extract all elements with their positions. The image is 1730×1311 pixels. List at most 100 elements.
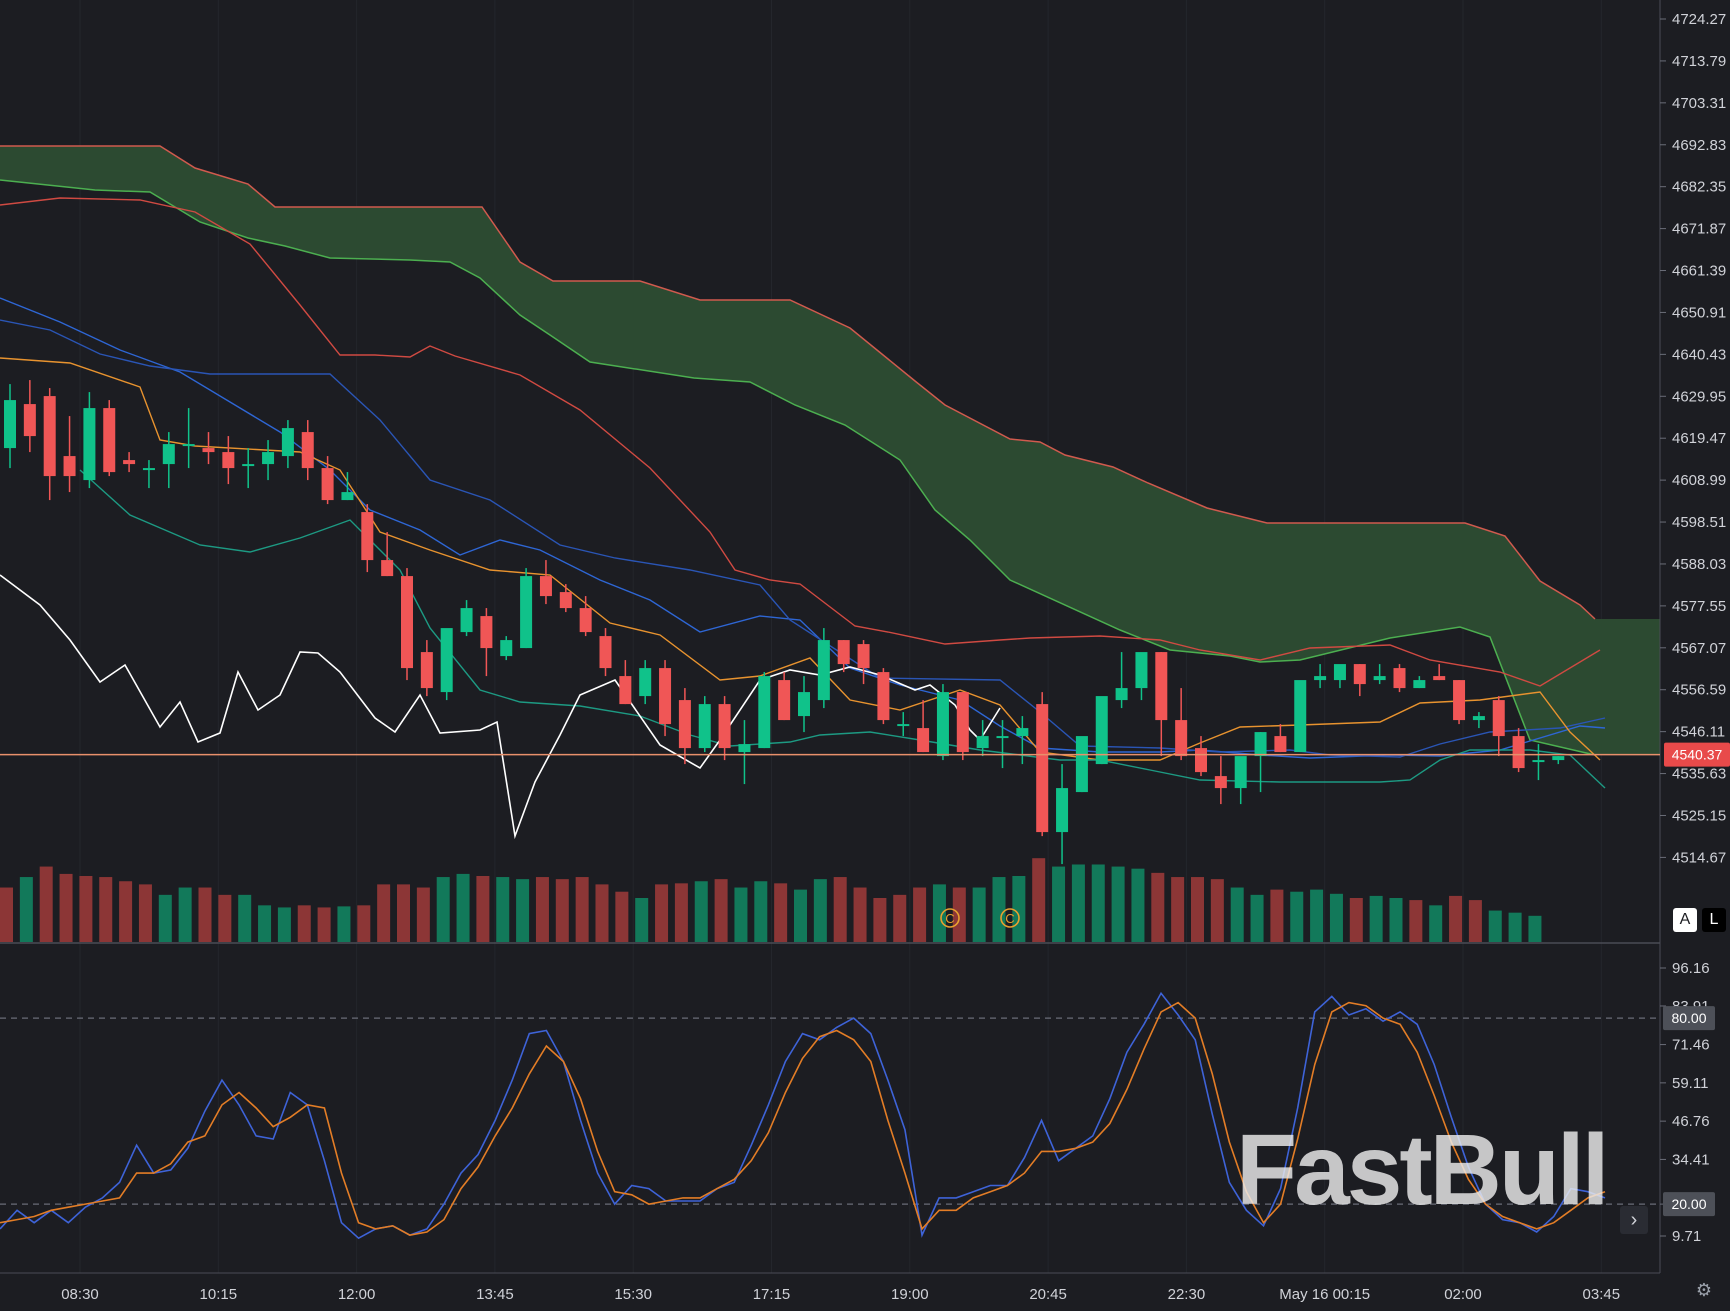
candle-body	[1314, 676, 1327, 681]
senkou-span-a-line	[0, 179, 1596, 756]
volume-bar	[1230, 887, 1244, 942]
price-tick-label: 4556.59	[1672, 682, 1726, 699]
volume-bar	[1091, 864, 1105, 942]
volume-bar	[1310, 889, 1324, 942]
price-tick-label: 4546.11	[1672, 724, 1725, 741]
volume-bar	[1191, 877, 1204, 942]
candle-body	[103, 408, 116, 473]
scroll-right-chevron-icon[interactable]: ›	[1620, 1206, 1648, 1234]
candle-body	[976, 736, 989, 749]
candle-body	[1254, 732, 1267, 757]
volume-bar	[794, 889, 807, 942]
volume-bar	[397, 884, 410, 942]
time-tick-label: 08:30	[61, 1286, 99, 1303]
volume-bar	[1508, 912, 1522, 942]
volume-bar	[218, 894, 232, 942]
gear-icon[interactable]: ⚙	[1695, 1280, 1713, 1300]
candle-body	[678, 700, 691, 749]
auto-scale-button[interactable]: A	[1673, 908, 1697, 932]
volume-bar	[1349, 898, 1363, 942]
time-tick-label: 03:45	[1583, 1286, 1621, 1303]
candle-body	[956, 692, 969, 753]
volume-bar	[317, 907, 331, 942]
time-tick-label: 13:45	[476, 1286, 514, 1303]
candle-body	[1135, 652, 1148, 689]
volume-bar	[754, 881, 768, 942]
candle-body	[401, 576, 413, 669]
osc-tick-label: 71.46	[1672, 1037, 1710, 1054]
price-tick-label: 4577.55	[1672, 598, 1726, 615]
candle-body	[798, 692, 810, 717]
candle-body	[1075, 736, 1088, 793]
candle-body	[23, 404, 36, 437]
price-tick-label: 4535.63	[1672, 766, 1726, 783]
osc-tick-label: 34.41	[1672, 1151, 1710, 1168]
volume-bar	[357, 905, 371, 942]
candle-body	[1373, 676, 1386, 681]
volume-bar	[555, 879, 569, 942]
candle-body	[520, 576, 533, 649]
price-tick-label: 4598.51	[1672, 514, 1726, 531]
log-scale-button[interactable]: L	[1702, 908, 1726, 932]
volume-bar	[258, 905, 272, 942]
candle-body	[917, 728, 930, 753]
candle-body	[718, 704, 731, 749]
volume-bar	[59, 873, 73, 942]
time-tick-label: 22:30	[1168, 1286, 1206, 1303]
ichimoku-cloud	[0, 145, 1660, 756]
volume-bar	[932, 884, 946, 942]
candle-body	[182, 444, 195, 447]
candle-body	[1175, 720, 1188, 757]
candle-body	[1234, 756, 1247, 789]
osc-tick-label: 59.11	[1672, 1075, 1708, 1092]
volume-bar	[873, 898, 887, 942]
candle-body	[599, 636, 612, 669]
time-tick-label: 20:45	[1029, 1286, 1067, 1303]
volume-bar	[1111, 866, 1125, 942]
time-tick-label: 02:00	[1444, 1286, 1482, 1303]
candle-body	[877, 672, 890, 721]
volume-bar	[238, 894, 252, 942]
volume-bar	[1528, 915, 1542, 942]
price-tick-label: 4724.27	[1672, 11, 1726, 28]
volume-bar	[436, 877, 450, 942]
volume-bar	[119, 881, 133, 942]
price-tick-label: 4525.15	[1672, 807, 1726, 824]
candle-body	[301, 432, 314, 469]
reference-level-badge	[1663, 1192, 1715, 1217]
volume-bar	[456, 873, 470, 942]
candle-body	[341, 492, 354, 501]
time-tick-label: May 16 00:15	[1279, 1286, 1370, 1303]
candle-body	[262, 452, 275, 465]
volume-bar	[1210, 879, 1224, 942]
candle-body	[361, 512, 374, 561]
candle-body	[1016, 728, 1029, 737]
event-marker	[940, 908, 960, 928]
candle-body	[381, 560, 394, 577]
candle-body	[321, 468, 334, 501]
volume-bar	[1270, 889, 1284, 942]
base-line-red	[0, 197, 1601, 687]
stochastic-oscillator	[0, 991, 1660, 1240]
event-marker-label: C	[1005, 911, 1014, 926]
volume-bar	[1250, 894, 1264, 942]
candle-body	[1393, 668, 1406, 689]
volume-bar	[734, 887, 748, 942]
price-tick-label: 4661.39	[1672, 263, 1726, 280]
candle-body	[420, 652, 433, 689]
candle-body	[1056, 788, 1069, 833]
current-price-label: 4540.37	[1672, 747, 1723, 763]
time-tick-label: 19:00	[891, 1286, 929, 1303]
price-tick-label: 4703.31	[1672, 95, 1726, 112]
volume-bar	[1329, 893, 1343, 942]
candle-body	[43, 396, 56, 477]
volume-bar	[1151, 872, 1165, 942]
volume-bar	[1052, 866, 1066, 942]
event-marker-label: C	[945, 911, 954, 926]
candle-body	[1294, 680, 1307, 753]
volume-bar	[615, 891, 629, 942]
candle-body	[460, 608, 473, 633]
volume-bar	[158, 894, 172, 942]
candle-body	[1333, 664, 1346, 681]
